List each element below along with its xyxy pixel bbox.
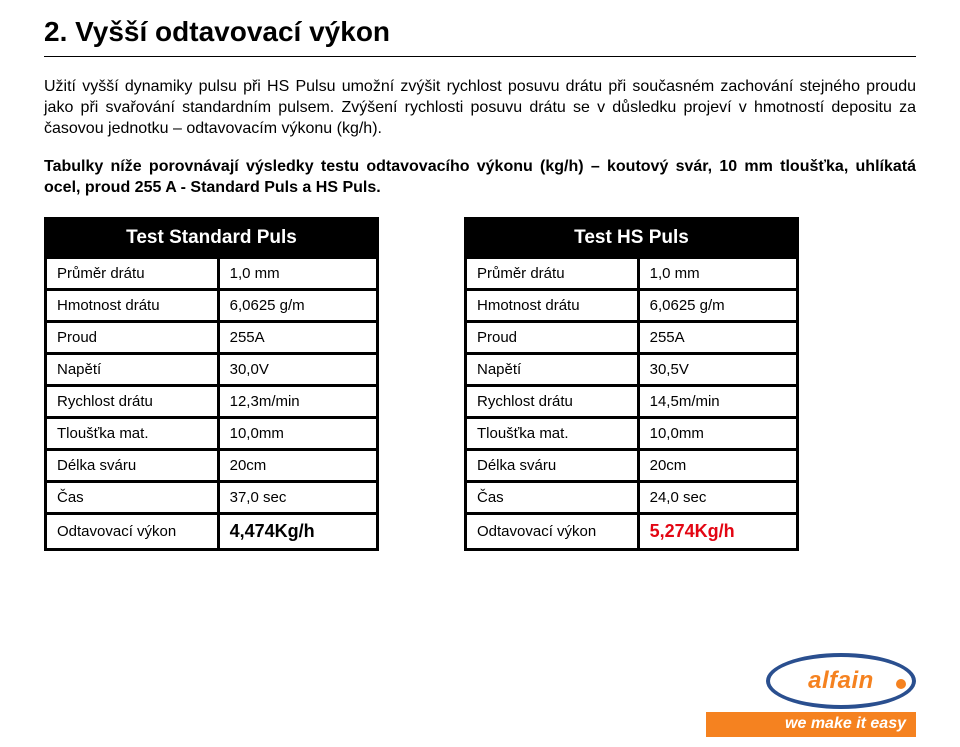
table-row: Proud255A bbox=[466, 321, 798, 353]
table-row: Čas24,0 sec bbox=[466, 481, 798, 513]
cell-value: 30,0V bbox=[218, 353, 377, 385]
table-hs-puls: Test HS Puls Průměr drátu1,0 mm Hmotnost… bbox=[464, 217, 799, 551]
table-row-result: Odtavovací výkon5,274Kg/h bbox=[466, 513, 798, 549]
intro-paragraph-1: Užití vyšší dynamiky pulsu při HS Pulsu … bbox=[44, 77, 916, 139]
cell-result-value: 5,274Kg/h bbox=[638, 513, 797, 549]
logo-ellipse-icon: alfain bbox=[766, 653, 916, 709]
table-row-result: Odtavovací výkon4,474Kg/h bbox=[46, 513, 378, 549]
cell-value: 20cm bbox=[638, 449, 797, 481]
cell-value: 1,0 mm bbox=[218, 257, 377, 289]
cell-value: 37,0 sec bbox=[218, 481, 377, 513]
table-row: Průměr drátu1,0 mm bbox=[46, 257, 378, 289]
cell-value: 10,0mm bbox=[638, 417, 797, 449]
cell-label: Rychlost drátu bbox=[466, 385, 639, 417]
cell-label: Tloušťka mat. bbox=[46, 417, 219, 449]
logo-dot-icon bbox=[896, 679, 906, 689]
table-row: Délka sváru20cm bbox=[46, 449, 378, 481]
table-row: Rychlost drátu14,5m/min bbox=[466, 385, 798, 417]
logo-tagline: we make it easy bbox=[706, 712, 916, 737]
cell-label: Napětí bbox=[466, 353, 639, 385]
cell-label: Napětí bbox=[46, 353, 219, 385]
cell-value: 255A bbox=[218, 321, 377, 353]
cell-label: Délka sváru bbox=[46, 449, 219, 481]
cell-value: 10,0mm bbox=[218, 417, 377, 449]
intro-paragraph-2: Tabulky níže porovnávají výsledky testu … bbox=[44, 157, 916, 199]
table-row: Rychlost drátu12,3m/min bbox=[46, 385, 378, 417]
cell-label: Průměr drátu bbox=[466, 257, 639, 289]
tables-container: Test Standard Puls Průměr drátu1,0 mm Hm… bbox=[44, 217, 916, 551]
cell-result-value: 4,474Kg/h bbox=[218, 513, 377, 549]
cell-label: Odtavovací výkon bbox=[46, 513, 219, 549]
cell-label: Čas bbox=[466, 481, 639, 513]
table-left-title: Test Standard Puls bbox=[46, 218, 378, 257]
table-row: Délka sváru20cm bbox=[466, 449, 798, 481]
cell-label: Hmotnost drátu bbox=[466, 289, 639, 321]
cell-value: 12,3m/min bbox=[218, 385, 377, 417]
table-standard-puls: Test Standard Puls Průměr drátu1,0 mm Hm… bbox=[44, 217, 379, 551]
table-row: Hmotnost drátu6,0625 g/m bbox=[46, 289, 378, 321]
cell-label: Proud bbox=[466, 321, 639, 353]
table-row: Průměr drátu1,0 mm bbox=[466, 257, 798, 289]
table-right-title: Test HS Puls bbox=[466, 218, 798, 257]
cell-label: Délka sváru bbox=[466, 449, 639, 481]
cell-value: 6,0625 g/m bbox=[638, 289, 797, 321]
cell-value: 14,5m/min bbox=[638, 385, 797, 417]
heading-rule bbox=[44, 56, 916, 57]
table-row: Napětí30,0V bbox=[46, 353, 378, 385]
cell-label: Tloušťka mat. bbox=[466, 417, 639, 449]
cell-label: Čas bbox=[46, 481, 219, 513]
table-row: Hmotnost drátu6,0625 g/m bbox=[466, 289, 798, 321]
table-row: Tloušťka mat.10,0mm bbox=[466, 417, 798, 449]
cell-value: 1,0 mm bbox=[638, 257, 797, 289]
cell-value: 255A bbox=[638, 321, 797, 353]
logo-brand-text: alfain bbox=[808, 667, 874, 695]
cell-value: 24,0 sec bbox=[638, 481, 797, 513]
table-row: Čas37,0 sec bbox=[46, 481, 378, 513]
cell-value: 20cm bbox=[218, 449, 377, 481]
cell-value: 30,5V bbox=[638, 353, 797, 385]
table-row: Napětí30,5V bbox=[466, 353, 798, 385]
brand-logo: alfain we make it easy bbox=[706, 653, 916, 737]
section-heading: 2. Vyšší odtavovací výkon bbox=[44, 16, 916, 48]
table-row: Tloušťka mat.10,0mm bbox=[46, 417, 378, 449]
cell-value: 6,0625 g/m bbox=[218, 289, 377, 321]
cell-label: Hmotnost drátu bbox=[46, 289, 219, 321]
cell-label: Proud bbox=[46, 321, 219, 353]
cell-label: Průměr drátu bbox=[46, 257, 219, 289]
table-row: Proud255A bbox=[46, 321, 378, 353]
cell-label: Rychlost drátu bbox=[46, 385, 219, 417]
cell-label: Odtavovací výkon bbox=[466, 513, 639, 549]
